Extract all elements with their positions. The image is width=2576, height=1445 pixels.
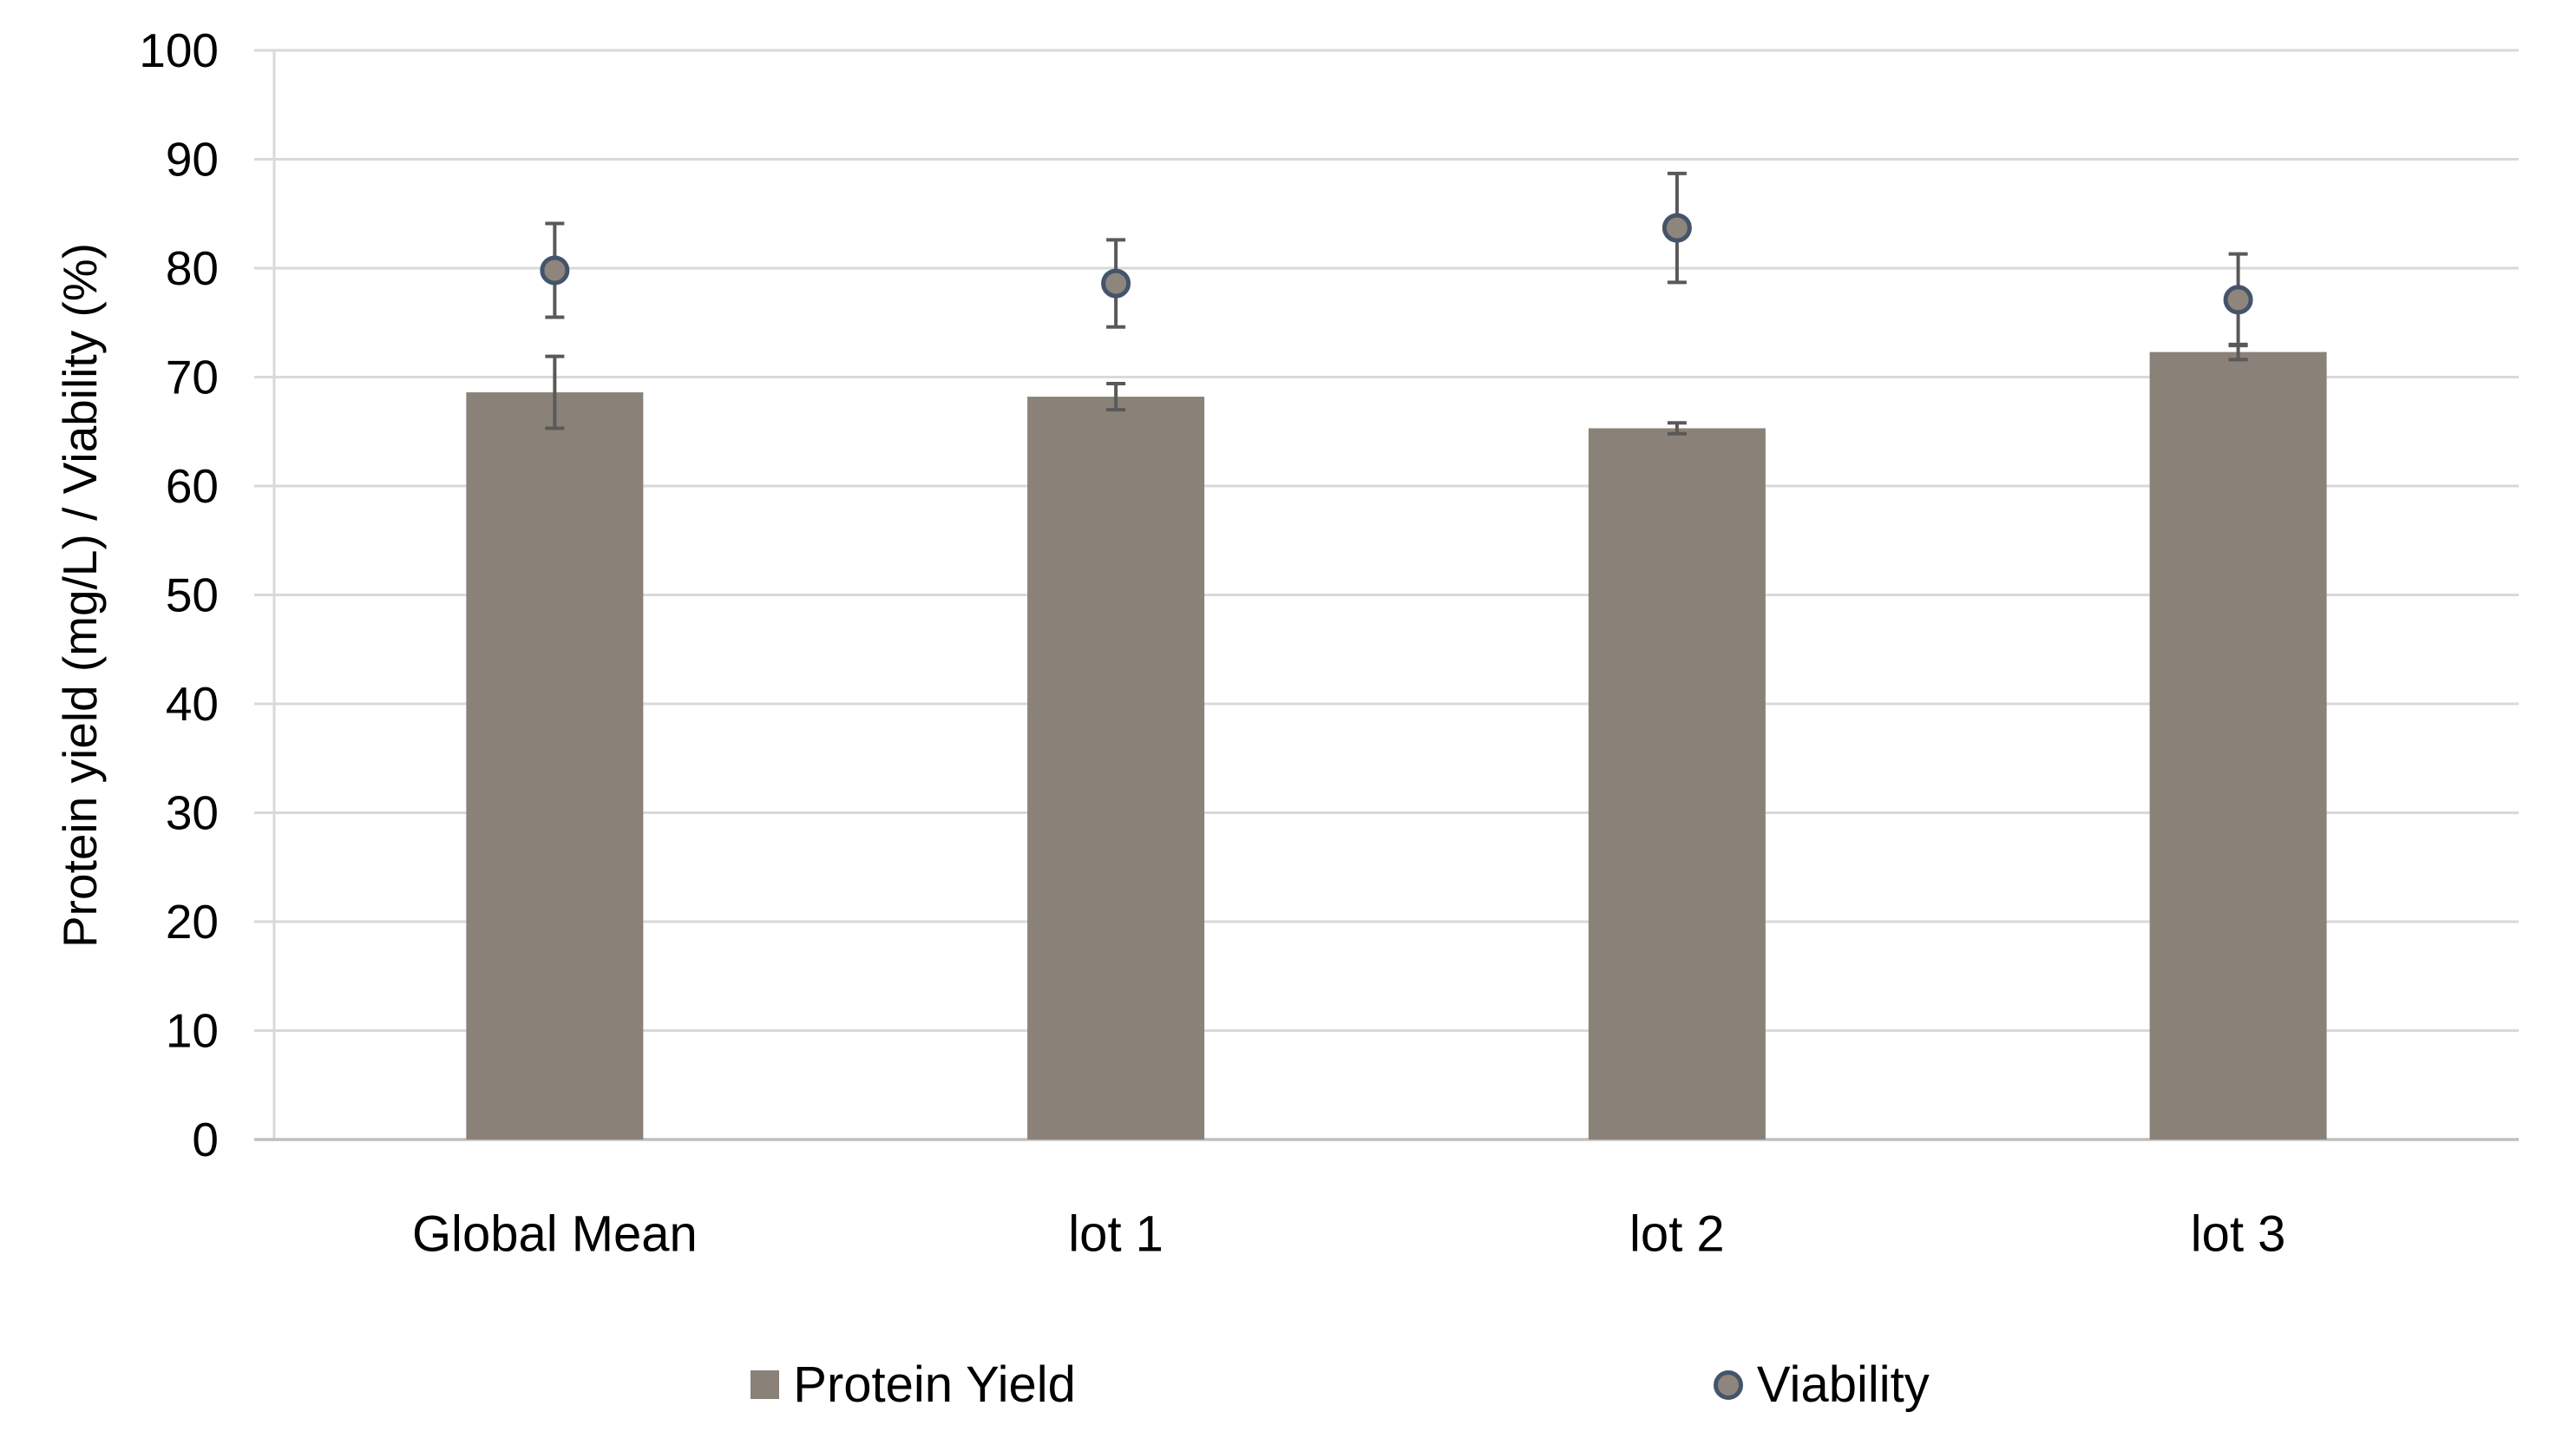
y-tick-label: 50 — [166, 568, 219, 622]
y-tick-label: 60 — [166, 459, 219, 513]
y-tick-label: 30 — [166, 786, 219, 840]
protein-yield-bar — [1588, 428, 1766, 1140]
category-label: lot 2 — [1629, 1206, 1725, 1263]
legend-label-viability: Viability — [1756, 1356, 1930, 1413]
y-tick-label: 40 — [166, 677, 219, 731]
protein-yield-bar — [1027, 397, 1205, 1140]
category-label: lot 1 — [1068, 1206, 1163, 1263]
y-tick-label: 70 — [166, 351, 219, 404]
data-marks-layer — [466, 171, 2327, 1140]
y-tick-label: 100 — [139, 23, 219, 77]
category-label: lot 3 — [2191, 1206, 2286, 1263]
viability-marker — [540, 255, 570, 286]
category-label: Global Mean — [412, 1206, 698, 1263]
protein-yield-bar — [2149, 351, 2327, 1140]
legend: Protein Yield Viability — [52, 1356, 2576, 1414]
y-tick-label: 90 — [166, 133, 219, 187]
axis-labels-layer: 0 10 20 30 40 50 60 70 80 90 100 Global Mean lot 1 lo… — [139, 23, 2285, 1263]
viability-marker — [1101, 268, 1131, 299]
viability-marker — [1662, 213, 1692, 243]
legend-item-viability: Viability — [1713, 1356, 1930, 1414]
y-axis-title: Protein yield (mg/L) / Viability (%) — [53, 243, 107, 948]
viability-swatch-icon — [1713, 1369, 1743, 1400]
gridlines-layer — [274, 49, 2519, 1032]
y-tick-label: 10 — [166, 1004, 219, 1058]
protein-yield-bar — [466, 392, 644, 1140]
y-tick-label: 0 — [192, 1113, 219, 1166]
viability-marker — [2223, 285, 2253, 315]
y-tick-label: 80 — [166, 241, 219, 295]
y-tick-label: 20 — [166, 895, 219, 949]
legend-label-protein-yield: Protein Yield — [793, 1356, 1076, 1413]
protein-yield-swatch-icon — [751, 1370, 780, 1399]
legend-item-protein-yield: Protein Yield — [751, 1356, 1076, 1414]
